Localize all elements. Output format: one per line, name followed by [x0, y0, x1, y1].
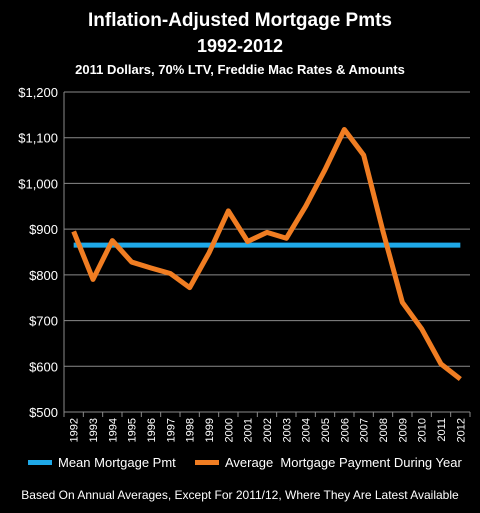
- legend-swatch-average: [195, 460, 219, 465]
- chart-footnote: Based On Annual Averages, Except For 201…: [21, 488, 459, 502]
- y-tick-label: $1,100: [18, 131, 58, 146]
- x-tick-label: 2004: [301, 418, 313, 442]
- x-tick-label: 1997: [165, 418, 177, 442]
- x-tick-label: 2006: [339, 418, 351, 442]
- x-tick-label: 1999: [204, 418, 216, 442]
- x-tick-label: 2011: [436, 418, 448, 442]
- y-tick-label: $1,000: [18, 176, 58, 191]
- x-tick-label: 1998: [185, 418, 197, 442]
- x-tick-label: 1994: [107, 418, 119, 442]
- x-tick-label: 2012: [455, 418, 467, 442]
- x-tick-label: 2009: [397, 418, 409, 442]
- x-tick-label: 2000: [223, 418, 235, 442]
- y-tick-label: $800: [29, 268, 58, 283]
- x-tick-label: 2008: [378, 418, 390, 442]
- series-line-average: [71, 126, 462, 382]
- x-tick-label: 2001: [243, 418, 255, 442]
- x-tick-label: 1992: [69, 418, 81, 442]
- y-tick-label: $700: [29, 314, 58, 329]
- chart-title-years: 1992-2012: [196, 36, 284, 56]
- x-tick-label: 1993: [88, 418, 100, 442]
- x-tick-label: 1995: [127, 418, 139, 442]
- y-tick-label: $900: [29, 222, 58, 237]
- chart-subtitle: 2011 Dollars, 70% LTV, Freddie Mac Rates…: [75, 62, 405, 77]
- x-tick-label: 2005: [320, 418, 332, 442]
- legend-item-mean: Mean Mortgage Pmt: [28, 455, 176, 470]
- y-tick-label: $1,200: [18, 85, 58, 100]
- y-tick-label: $600: [29, 359, 58, 374]
- chart-title: Inflation-Adjusted Mortgage Pmts: [88, 10, 392, 31]
- x-tick-label: 2007: [359, 418, 371, 442]
- x-tick-label: 2003: [281, 418, 293, 442]
- x-tick-label: 2010: [417, 418, 429, 442]
- y-tick-label: $500: [29, 405, 58, 420]
- x-tick-label: 1996: [146, 418, 158, 442]
- legend-label-mean: Mean Mortgage Pmt: [58, 455, 176, 470]
- legend-swatch-mean: [28, 460, 52, 465]
- legend-label-average: Average Mortgage Payment During Year: [225, 455, 462, 470]
- x-tick-label: 2002: [262, 418, 274, 442]
- legend-item-average: Average Mortgage Payment During Year: [195, 455, 462, 470]
